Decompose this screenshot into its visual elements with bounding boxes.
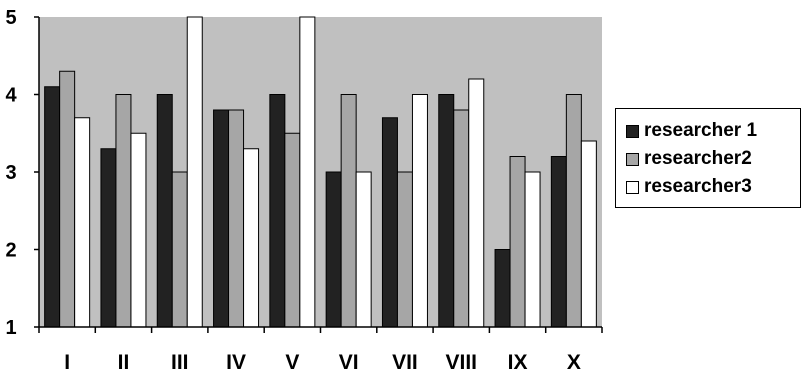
bar-x-series-3 [580,140,597,328]
bar-vii-series-1 [381,117,398,328]
bar-ix-series-1 [494,249,511,328]
bar-iii-series-3 [186,16,203,328]
legend-item-researcher3: researcher3 [626,176,752,198]
bar-iv-series-2 [228,109,245,328]
legend: researcher 1 researcher2 researcher3 [615,108,801,208]
x-tick-label-ii: II [118,351,130,374]
bar-x-series-1 [550,156,567,328]
bar-iv-series-1 [213,109,230,328]
legend-swatch-researcher3 [626,180,639,194]
bar-v-series-3 [299,16,316,328]
x-tick-label-iii: III [171,351,189,374]
bar-iv-series-3 [243,148,260,328]
x-tick-label-ix: IX [508,351,528,374]
bar-ix-series-3 [524,171,541,328]
bar-viii-series-2 [453,109,470,328]
y-tick-label-2: 2 [5,240,16,262]
bar-ix-series-2 [509,156,526,328]
bar-vi-series-1 [325,171,342,328]
y-tick-label-3: 3 [5,162,16,184]
legend-label-researcher2: researcher2 [644,148,752,169]
bar-vii-series-3 [411,94,428,328]
x-tick-label-v: V [285,351,299,374]
y-tick-label-1: 1 [5,317,16,339]
x-tick-label-viii: VIII [445,351,477,374]
bar-iii-series-1 [156,94,173,328]
x-tick-label-x: X [567,351,581,374]
bar-viii-series-1 [438,94,455,328]
bar-x-series-2 [565,94,582,328]
y-tick-label-5: 5 [5,7,16,29]
x-tick-label-vii: VII [392,351,418,374]
x-tick-label-iv: IV [226,351,246,374]
bar-ii-series-2 [115,94,132,328]
bar-i-series-2 [59,70,76,328]
bar-vi-series-2 [340,94,357,328]
legend-swatch-researcher-1 [626,124,639,138]
bar-vi-series-3 [355,171,372,328]
bar-iii-series-2 [171,171,188,328]
bar-ii-series-3 [130,132,147,328]
bar-i-series-3 [74,117,91,328]
bar-ii-series-1 [100,148,117,328]
legend-label-researcher-1: researcher 1 [644,120,758,141]
bar-vii-series-2 [396,171,413,328]
bar-v-series-2 [284,132,301,328]
legend-label-researcher3: researcher3 [644,176,752,197]
legend-item-researcher-1: researcher 1 [626,120,757,142]
bar-viii-series-3 [468,78,485,328]
y-tick-label-4: 4 [5,85,17,107]
bar-v-series-1 [269,94,286,328]
legend-swatch-researcher2 [626,152,639,166]
bar-i-series-1 [44,86,61,328]
x-tick-label-i: I [64,351,70,374]
legend-item-researcher2: researcher2 [626,148,752,170]
x-tick-label-vi: VI [339,351,359,374]
